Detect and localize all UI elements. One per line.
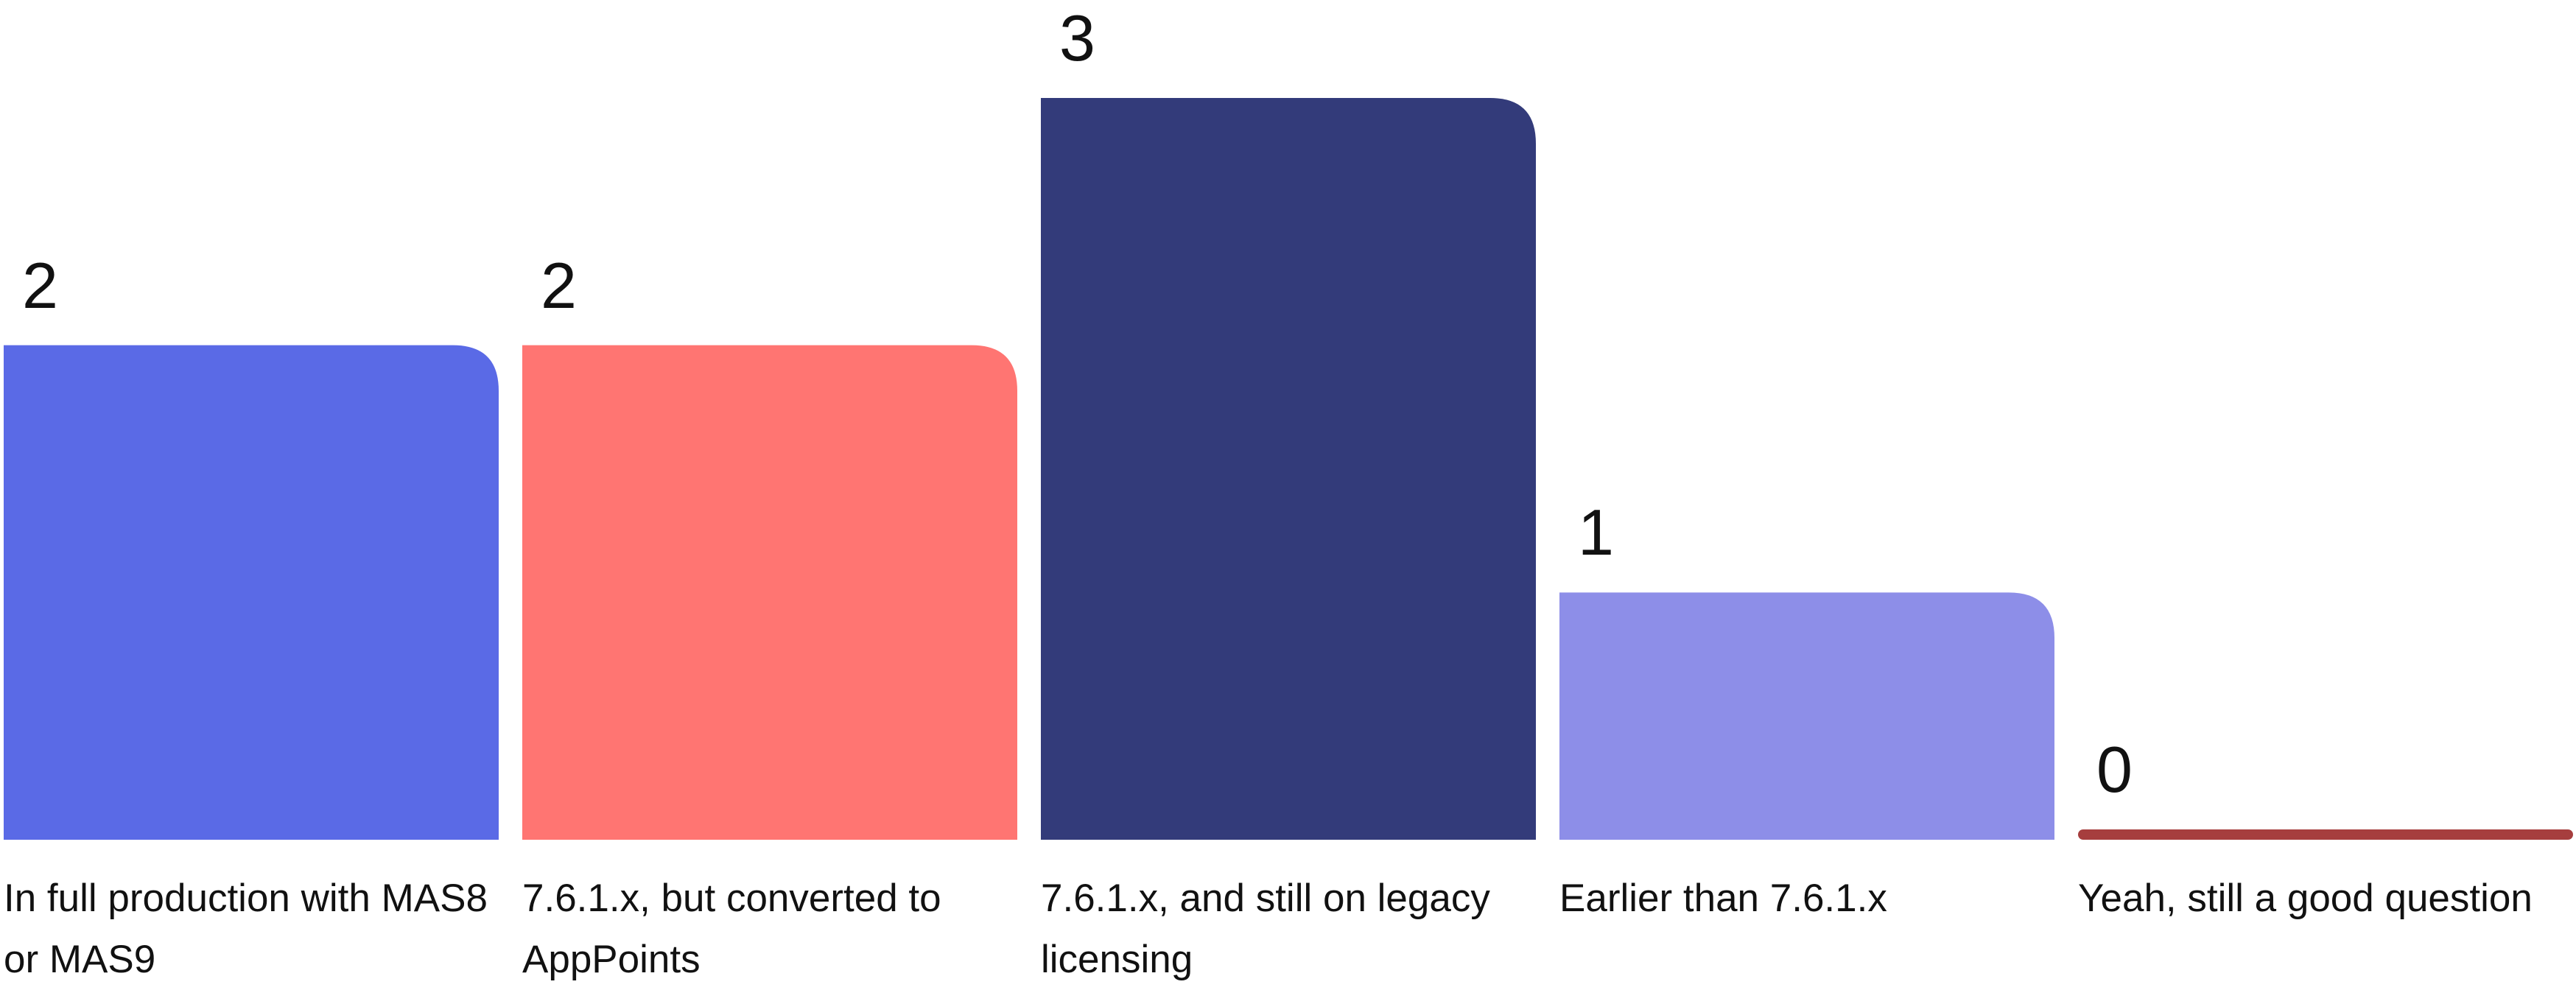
category-label-4: Earlier than 7.6.1.x: [1559, 877, 1887, 920]
bar-4: [1559, 592, 2054, 840]
category-label-5: Yeah, still a good question: [2078, 877, 2533, 920]
bar-2: [522, 345, 1017, 840]
category-label-2: 7.6.1.x, but converted to AppPoints: [522, 877, 941, 981]
bar-3: [1041, 98, 1536, 840]
bar-value-label-2: 2: [541, 248, 577, 322]
category-label-3: 7.6.1.x, and still on legacy licensing: [1041, 877, 1490, 981]
bar-5: [2078, 829, 2573, 840]
bar-value-label-3: 3: [1059, 1, 1095, 74]
bar-value-label-5: 0: [2096, 733, 2133, 806]
bar-value-label-4: 1: [1578, 496, 1614, 569]
bar-value-label-1: 2: [22, 248, 58, 322]
category-label-1: In full production with MAS8 or MAS9: [4, 877, 488, 981]
bar-1: [4, 345, 499, 840]
